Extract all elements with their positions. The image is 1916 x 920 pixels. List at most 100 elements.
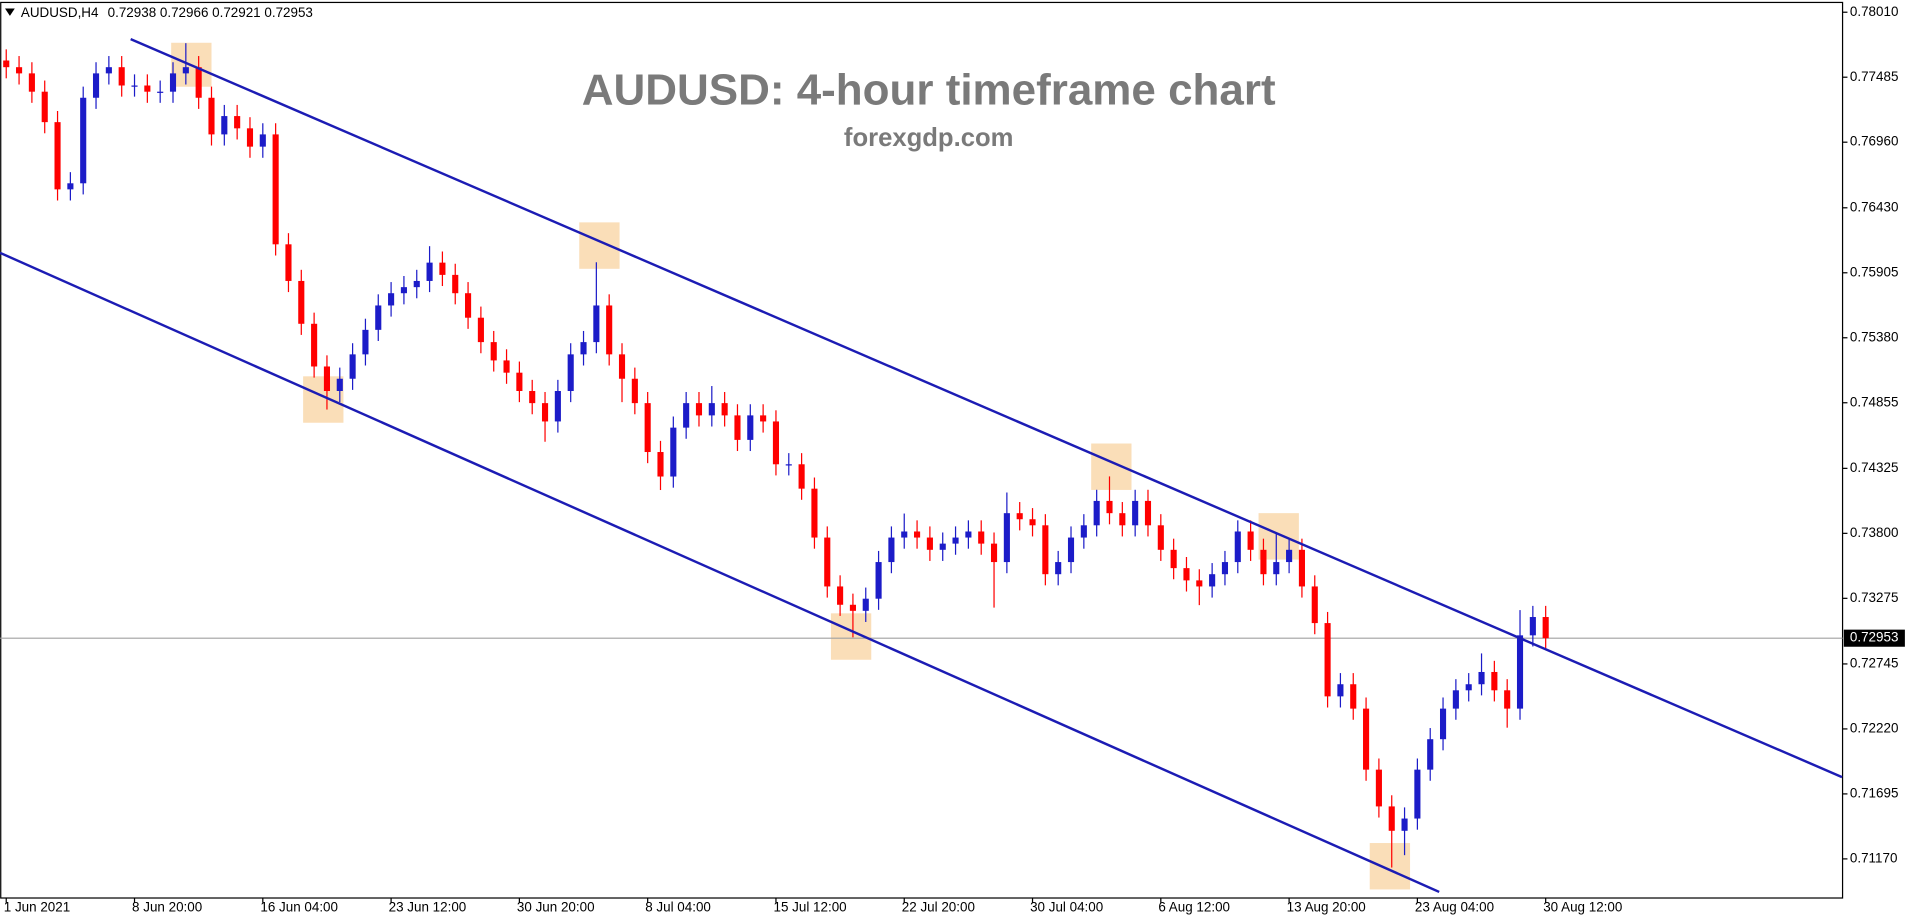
candle-body — [785, 464, 792, 466]
candle-body — [1106, 500, 1113, 514]
symbol-label: AUDUSD,H4 — [21, 5, 99, 20]
trend-line — [130, 37, 1843, 779]
candle-body — [1298, 549, 1305, 587]
candle-body — [349, 354, 356, 379]
candle-body — [259, 134, 266, 147]
candle-body — [901, 531, 908, 538]
candle-body — [465, 293, 472, 318]
candle-body — [657, 452, 664, 477]
trend-line — [0, 251, 1440, 894]
menu-arrow[interactable] — [5, 8, 15, 16]
candle-body — [1401, 818, 1408, 831]
candle-body — [1132, 500, 1139, 526]
candle-body — [1260, 549, 1267, 575]
candle-body — [1273, 562, 1280, 575]
candle-body — [965, 531, 972, 538]
candle-body — [477, 317, 484, 343]
candle-body — [747, 415, 754, 440]
candle-body — [1170, 549, 1177, 569]
x-tick-label: 15 Jul 12:00 — [774, 899, 847, 914]
y-tick-label: 0.74855 — [1850, 394, 1899, 409]
candle-body — [1234, 531, 1241, 563]
quote-label: 0.72938 0.72966 0.72921 0.72953 — [108, 5, 313, 20]
candle-body — [1080, 525, 1087, 538]
candle-body — [1439, 708, 1447, 740]
candle-body — [875, 562, 882, 599]
candle-body — [426, 262, 433, 281]
candle-body — [606, 305, 613, 355]
candle-body — [670, 427, 677, 477]
x-tick-label: 6 Aug 12:00 — [1158, 899, 1230, 914]
x-tick-label: 30 Jul 04:00 — [1030, 899, 1103, 914]
candle-body — [195, 67, 202, 98]
candle-body — [28, 73, 35, 92]
candle-body — [1427, 739, 1434, 770]
candle-body — [1093, 500, 1100, 526]
candle-body — [54, 122, 61, 190]
candle-body — [926, 537, 933, 550]
candle-body — [914, 531, 921, 538]
candle-body — [798, 464, 805, 489]
candles — [3, 43, 1549, 868]
candle-body — [939, 543, 946, 550]
candle-body — [824, 537, 831, 587]
candle-body — [221, 116, 228, 135]
candle-body — [490, 342, 497, 361]
candle-body — [246, 128, 254, 147]
candle-body — [452, 274, 459, 294]
candle-body — [644, 403, 651, 453]
candle-body — [529, 390, 536, 404]
candle-body — [1221, 562, 1229, 575]
candle-body — [1465, 684, 1472, 691]
candle-body — [362, 329, 369, 355]
candle-body — [105, 67, 112, 74]
candle-body — [1375, 769, 1382, 807]
candle-body — [311, 323, 318, 367]
candle-body — [862, 598, 869, 611]
x-tick-label: 30 Aug 12:00 — [1543, 899, 1622, 914]
x-tick-label: 22 Jul 20:00 — [902, 899, 975, 914]
chart-title: AUDUSD: 4-hour timeframe chart — [582, 65, 1276, 114]
y-tick-label: 0.74325 — [1850, 460, 1899, 475]
candle-body — [131, 85, 138, 87]
y-tick-label: 0.71695 — [1850, 785, 1899, 800]
candle-body — [285, 244, 292, 281]
x-tick-label: 8 Jun 20:00 — [132, 899, 202, 914]
candle-body — [1144, 500, 1152, 526]
candle-body — [708, 403, 715, 416]
candle-body — [1067, 537, 1075, 563]
candle-body — [849, 604, 856, 611]
candle-body — [1286, 549, 1293, 563]
candle-body — [1478, 671, 1485, 685]
candle-body — [92, 73, 100, 98]
y-tick-label: 0.77485 — [1850, 69, 1899, 84]
candle-body — [400, 287, 407, 294]
candle-body — [388, 293, 395, 306]
candle-body — [1119, 513, 1126, 526]
candle-body — [413, 280, 420, 288]
candle-body — [1529, 617, 1536, 636]
candle-body — [1183, 568, 1190, 581]
y-tick-label: 0.73800 — [1850, 525, 1899, 540]
candle-body — [208, 97, 215, 135]
candle-body — [952, 537, 959, 544]
plot-frame — [0, 1, 1844, 899]
candle-body — [234, 116, 241, 129]
candle-body — [580, 342, 587, 355]
candle-body — [67, 183, 74, 190]
candle-body — [618, 354, 626, 379]
candle-body — [1542, 617, 1549, 639]
candle-body — [541, 403, 549, 422]
candle-body — [1003, 513, 1010, 563]
candle-body — [1042, 525, 1049, 575]
candle-body — [593, 305, 600, 343]
candle-body — [1209, 574, 1216, 587]
candle-body — [888, 537, 895, 563]
x-tick-label: 8 Jul 04:00 — [645, 899, 711, 914]
candle-body — [811, 488, 818, 538]
candle-body — [631, 378, 638, 404]
candle-body — [41, 91, 48, 123]
candle-body — [1311, 586, 1318, 624]
candle-body — [772, 421, 780, 465]
